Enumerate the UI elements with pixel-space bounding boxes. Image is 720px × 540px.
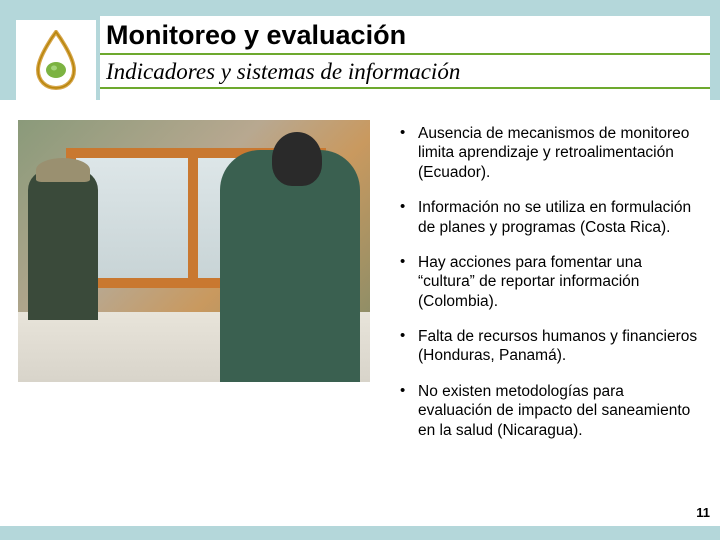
bullet-item: No existen metodologías para evaluación … [398, 382, 698, 440]
slide-title: Monitoreo y evaluación [100, 16, 710, 55]
photo-window-divider [188, 148, 198, 288]
bullet-list: Ausencia de mecanismos de monitoreo limi… [398, 124, 698, 440]
footer-band [0, 526, 720, 540]
bullet-item: Ausencia de mecanismos de monitoreo limi… [398, 124, 698, 182]
slide-photo [18, 120, 370, 382]
photo-person-left [28, 170, 98, 320]
slide-subtitle: Indicadores y sistemas de información [100, 57, 710, 89]
logo-box [16, 20, 96, 100]
page-number: 11 [696, 505, 710, 520]
bullet-item: Falta de recursos humanos y financieros … [398, 327, 698, 366]
photo-head-right [272, 132, 322, 186]
bullet-list-region: Ausencia de mecanismos de monitoreo limi… [398, 124, 698, 456]
title-panel: Monitoreo y evaluación Indicadores y sis… [100, 16, 710, 100]
photo-hat-left [36, 158, 90, 182]
bullet-item: Información no se utiliza en formulación… [398, 198, 698, 237]
water-drop-logo-icon [32, 30, 80, 90]
bullet-item: Hay acciones para fomentar una “cultura”… [398, 253, 698, 311]
